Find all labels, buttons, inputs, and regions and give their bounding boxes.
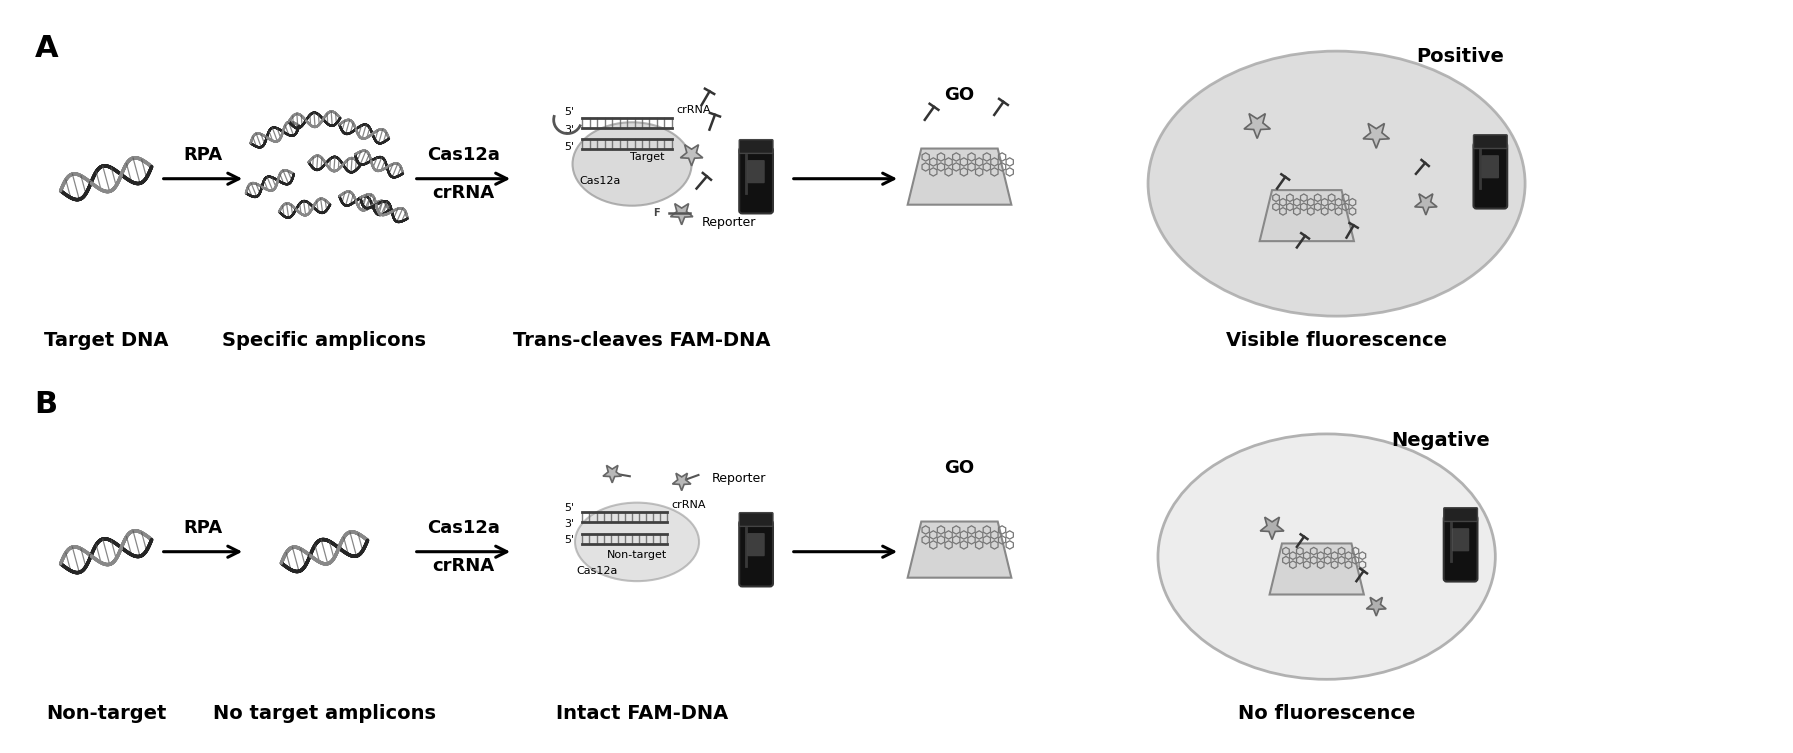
Text: Reporter: Reporter xyxy=(701,216,757,230)
FancyBboxPatch shape xyxy=(739,513,773,526)
FancyBboxPatch shape xyxy=(1443,516,1477,581)
Polygon shape xyxy=(1260,190,1354,241)
FancyBboxPatch shape xyxy=(739,148,773,213)
Text: No target amplicons: No target amplicons xyxy=(213,704,436,723)
FancyBboxPatch shape xyxy=(1481,155,1499,178)
Text: 5': 5' xyxy=(565,502,574,513)
Polygon shape xyxy=(680,145,703,166)
Text: crRNA: crRNA xyxy=(676,105,712,115)
Ellipse shape xyxy=(1148,51,1526,316)
Text: 5': 5' xyxy=(565,142,574,152)
Text: 3': 3' xyxy=(565,520,574,529)
Text: No fluorescence: No fluorescence xyxy=(1237,704,1415,723)
FancyBboxPatch shape xyxy=(748,160,766,183)
FancyBboxPatch shape xyxy=(739,520,773,587)
FancyBboxPatch shape xyxy=(1443,508,1477,522)
Polygon shape xyxy=(672,473,690,491)
Text: 5': 5' xyxy=(565,535,574,545)
Text: Cas12a: Cas12a xyxy=(577,566,619,576)
Text: GO: GO xyxy=(945,87,975,104)
Text: crRNA: crRNA xyxy=(432,184,495,202)
Polygon shape xyxy=(602,465,622,483)
Text: Cas12a: Cas12a xyxy=(427,519,500,537)
Ellipse shape xyxy=(576,503,699,581)
Text: crRNA: crRNA xyxy=(672,499,706,510)
Polygon shape xyxy=(907,148,1011,205)
Polygon shape xyxy=(1260,517,1284,540)
Text: Target: Target xyxy=(629,152,663,162)
FancyBboxPatch shape xyxy=(748,533,766,556)
Polygon shape xyxy=(1366,597,1386,616)
Polygon shape xyxy=(1269,544,1364,595)
Text: Cas12a: Cas12a xyxy=(427,146,500,164)
FancyBboxPatch shape xyxy=(1474,135,1508,148)
Polygon shape xyxy=(1415,194,1438,215)
Text: Target DNA: Target DNA xyxy=(43,331,169,350)
Text: Non-target: Non-target xyxy=(47,704,167,723)
Polygon shape xyxy=(671,203,692,224)
Text: Positive: Positive xyxy=(1416,47,1504,66)
Ellipse shape xyxy=(1158,434,1495,679)
Text: F: F xyxy=(653,208,660,218)
Text: 3': 3' xyxy=(565,125,574,135)
Text: 5': 5' xyxy=(565,107,574,117)
Text: Visible fluorescence: Visible fluorescence xyxy=(1226,331,1447,350)
Text: Negative: Negative xyxy=(1391,431,1490,450)
Text: Specific amplicons: Specific amplicons xyxy=(222,331,427,350)
Text: GO: GO xyxy=(945,459,975,477)
Text: A: A xyxy=(34,35,59,63)
Text: crRNA: crRNA xyxy=(432,556,495,575)
Text: RPA: RPA xyxy=(183,146,222,164)
Polygon shape xyxy=(907,522,1011,578)
FancyBboxPatch shape xyxy=(1474,142,1508,209)
Ellipse shape xyxy=(572,122,692,206)
FancyBboxPatch shape xyxy=(1452,528,1468,551)
Text: Reporter: Reporter xyxy=(712,471,766,485)
Text: RPA: RPA xyxy=(183,519,222,537)
Polygon shape xyxy=(1363,123,1390,148)
Text: Intact FAM-DNA: Intact FAM-DNA xyxy=(556,704,728,723)
Text: B: B xyxy=(34,390,57,419)
Polygon shape xyxy=(1244,114,1271,139)
Text: Trans-cleaves FAM-DNA: Trans-cleaves FAM-DNA xyxy=(513,331,771,350)
Text: Non-target: Non-target xyxy=(606,550,667,559)
Text: Cas12a: Cas12a xyxy=(579,175,620,186)
FancyBboxPatch shape xyxy=(739,139,773,154)
